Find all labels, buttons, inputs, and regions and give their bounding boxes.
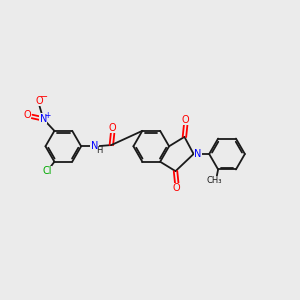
Text: N: N — [91, 140, 98, 151]
Text: O: O — [23, 110, 31, 120]
Text: O: O — [173, 184, 181, 194]
Text: H: H — [96, 146, 103, 155]
Text: CH₃: CH₃ — [207, 176, 222, 185]
Text: N: N — [40, 114, 47, 124]
Text: +: + — [44, 111, 50, 120]
Text: Cl: Cl — [42, 166, 52, 176]
Text: O: O — [109, 123, 116, 133]
Text: O: O — [182, 115, 190, 124]
Text: N: N — [194, 149, 202, 159]
Text: −: − — [40, 92, 48, 102]
Text: O: O — [36, 96, 43, 106]
